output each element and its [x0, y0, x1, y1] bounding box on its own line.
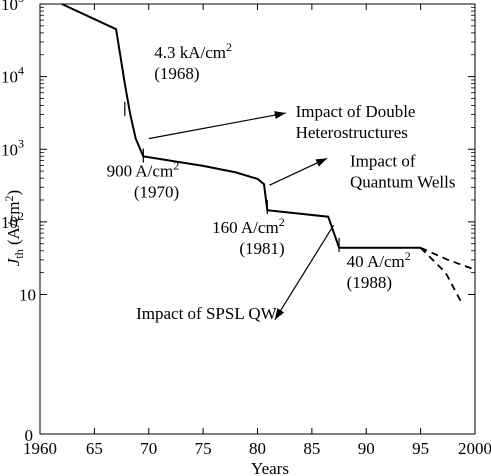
annotation-arrow-head [315, 158, 328, 167]
annotation-label: 4.3 kA/cm2 [154, 40, 232, 62]
y-tick-label: 102 [1, 209, 24, 232]
annotation-text: Heterostructures [296, 123, 408, 142]
annotation-text: (1981) [239, 239, 284, 258]
x-tick-label: 80 [249, 439, 266, 458]
annotation-text: (1968) [154, 64, 199, 83]
annotation-superscript: 2 [279, 215, 285, 229]
y-tick-exponent: 3 [18, 136, 24, 150]
y-axis-label-main: J [4, 257, 23, 266]
annotation-text: Impact of Double [296, 102, 416, 121]
annotation-label: (1970) [134, 183, 179, 202]
y-tick-label: 104 [1, 64, 24, 87]
x-tick-label: 2000 [458, 439, 491, 458]
projection-dashed-line-1 [420, 246, 476, 271]
y-tick-exponent: 5 [18, 0, 24, 5]
y-tick-base: 10 [1, 0, 18, 14]
x-tick-label: 65 [86, 439, 103, 458]
x-tick-label: 95 [412, 439, 429, 458]
annotation-label: Quantum Wells [350, 172, 456, 191]
annotation-superscript: 2 [173, 159, 179, 173]
annotation-arrow-head [274, 111, 286, 120]
annotation-label: 160 A/cm2 [212, 215, 285, 237]
y-tick-base: 10 [1, 140, 18, 159]
annotation-text: (1988) [347, 273, 392, 292]
annotation-text: Quantum Wells [350, 172, 456, 191]
x-tick-label: 90 [358, 439, 375, 458]
y-tick-exponent: 4 [18, 64, 24, 78]
annotation-label: Impact of Double [296, 102, 416, 121]
x-axis-label: Years [251, 459, 289, 476]
y-tick-label: 10 [19, 286, 36, 305]
annotation-text: 40 A/cm [347, 252, 405, 271]
x-tick-label: 75 [195, 439, 212, 458]
y-tick-exponent: 2 [18, 209, 24, 223]
y-tick-label: 103 [1, 136, 24, 159]
y-axis-label-close: ) [4, 190, 23, 196]
annotation-arrow-shaft [148, 112, 286, 140]
y-tick-base: 10 [1, 68, 18, 87]
markers-group [124, 101, 340, 253]
annotation-label: (1968) [154, 64, 199, 83]
annotation-label: 40 A/cm2 [347, 249, 411, 271]
arrows-group [148, 111, 335, 321]
annotation-text: 160 A/cm [212, 218, 279, 237]
y-tick-base: 10 [19, 286, 36, 305]
annotations-group: 4.3 kA/cm2(1968)900 A/cm2(1970)160 A/cm2… [107, 40, 456, 323]
annotation-text: 900 A/cm [107, 162, 174, 181]
x-tick-label: 1960 [23, 439, 57, 458]
annotation-superscript: 2 [405, 249, 411, 263]
annotation-text: Impact of SPSL QW [136, 304, 278, 323]
annotation-label: 900 A/cm2 [107, 159, 180, 181]
y-tick-label: 105 [1, 0, 24, 14]
annotation-label: (1981) [239, 239, 284, 258]
annotation-arrow-head [274, 308, 285, 320]
y-axis-label-sup: 2 [2, 196, 16, 202]
annotation-superscript: 2 [226, 40, 232, 54]
annotation-label: (1988) [347, 273, 392, 292]
threshold-curve-line [61, 3, 421, 249]
annotation-text: 4.3 kA/cm [154, 43, 226, 62]
y-axis-label-sub: th [12, 249, 26, 258]
series-group [61, 3, 476, 302]
y-tick-base: 10 [1, 213, 18, 232]
y-axis-label-unit: (A/cm [4, 202, 23, 250]
annotation-label: Impact of SPSL QW [136, 304, 278, 323]
annotation-label: Impact of [350, 151, 416, 170]
annotation-label: Heterostructures [296, 123, 408, 142]
annotation-arrow-shaft [274, 224, 335, 321]
annotation-text: (1970) [134, 183, 179, 202]
ticks-group: 196065707580859095200010102103104105 [1, 0, 491, 458]
y-axis-label: Jth (A/cm2) [2, 190, 26, 266]
x-tick-label: 70 [140, 439, 157, 458]
y-bottom-label: 0 [25, 426, 34, 445]
annotation-text: Impact of [350, 151, 416, 170]
x-tick-label: 85 [303, 439, 320, 458]
